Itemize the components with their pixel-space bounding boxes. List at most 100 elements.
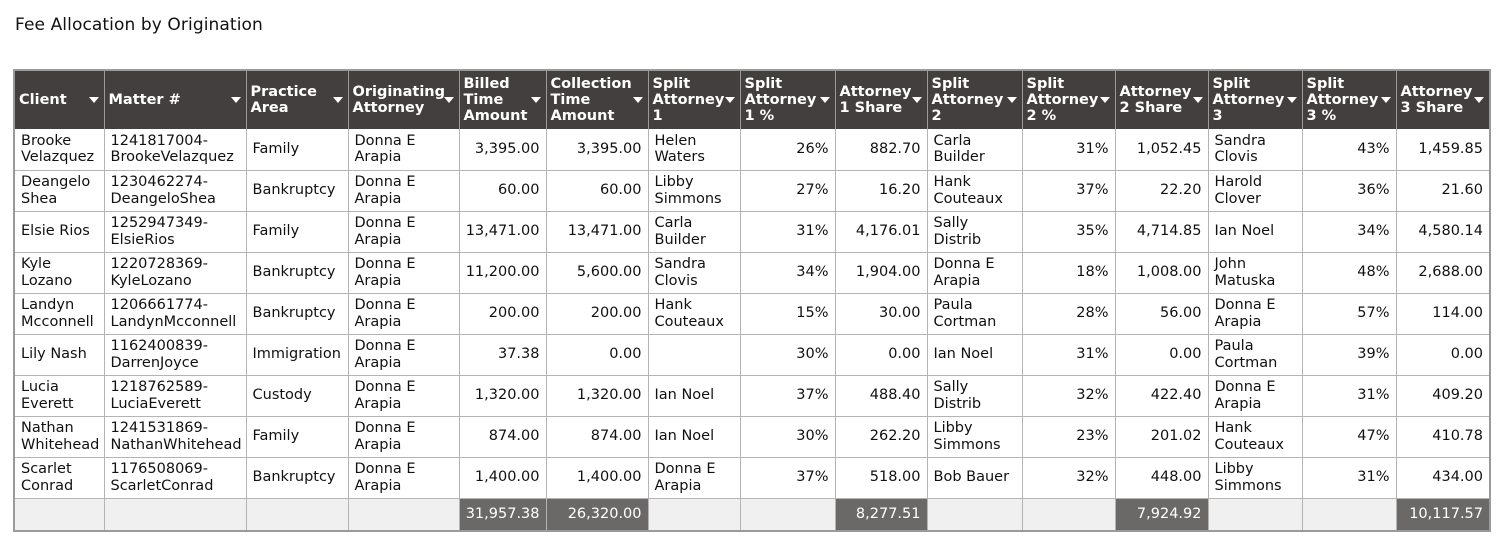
column-header-label: Attorney 1 Share xyxy=(839,84,912,116)
cell-practice-area: Immigration xyxy=(246,334,349,376)
sort-caret-icon[interactable] xyxy=(230,97,241,103)
cell-attorney-3-share: 21.60 xyxy=(1396,170,1489,212)
sort-caret-icon[interactable] xyxy=(911,97,922,103)
cell-split-attorney-2: Ian Noel xyxy=(927,334,1023,376)
cell-attorney-1-share: 4,176.01 xyxy=(835,211,928,253)
cell-split-attorney-1: Libby Simmons xyxy=(648,170,741,212)
cell-client: Brooke Velazquez xyxy=(15,129,105,171)
column-header-label: Collection Time Amount xyxy=(550,76,632,124)
sort-caret-icon[interactable] xyxy=(530,97,541,103)
column-header-attorney-3-share[interactable]: Attorney 3 Share xyxy=(1396,71,1489,129)
column-header-attorney-2-share[interactable]: Attorney 2 Share xyxy=(1115,71,1209,129)
cell-split-attorney-3: Harold Clover xyxy=(1208,170,1303,212)
cell-split-attorney-1: Hank Couteaux xyxy=(648,293,741,335)
cell-matter: 1241817004-BrookeVelazquez xyxy=(104,129,247,171)
cell-collection-time-amount: 60.00 xyxy=(546,170,649,212)
column-header-matter[interactable]: Matter # xyxy=(104,71,247,129)
cell-attorney-1-share: 882.70 xyxy=(835,129,928,171)
cell-split-attorney-1 xyxy=(648,334,741,376)
cell-split-attorney-2: Libby Simmons xyxy=(927,416,1023,458)
cell-attorney-2-share: 1,052.45 xyxy=(1115,129,1209,171)
table-row: Kyle Lozano 1220728369-KyleLozano Bankru… xyxy=(15,252,1489,294)
sort-caret-icon[interactable] xyxy=(332,97,343,103)
column-header-split-attorney-1[interactable]: Split Attorney 1 xyxy=(648,71,741,129)
table-row: Lily Nash 1162400839-DarrenJoyce Immigra… xyxy=(15,334,1489,376)
cell-attorney-1-share: 16.20 xyxy=(835,170,928,212)
cell-split-attorney-1-pct: 37% xyxy=(740,457,836,499)
sort-caret-icon[interactable] xyxy=(1099,97,1110,103)
total-cell-empty xyxy=(927,498,1023,530)
cell-attorney-1-share: 0.00 xyxy=(835,334,928,376)
column-header-label: Matter # xyxy=(108,92,181,108)
cell-originating-attorney: Donna E Arapia xyxy=(348,416,460,458)
cell-attorney-2-share: 422.40 xyxy=(1115,375,1209,417)
cell-split-attorney-2: Sally Distrib xyxy=(927,211,1023,253)
cell-split-attorney-1: Helen Waters xyxy=(648,129,741,171)
column-header-client[interactable]: Client xyxy=(15,71,105,129)
sort-caret-icon[interactable] xyxy=(1006,97,1017,103)
sort-caret-icon[interactable] xyxy=(443,97,454,103)
cell-split-attorney-1: Ian Noel xyxy=(648,416,741,458)
totals-row: 31,957.38 26,320.00 8,277.51 7,924.92 10… xyxy=(15,498,1489,530)
column-header-collection-time-amount[interactable]: Collection Time Amount xyxy=(546,71,649,129)
column-header-split-attorney-1-pct[interactable]: Split Attorney 1 % xyxy=(740,71,836,129)
sort-caret-icon[interactable] xyxy=(819,97,830,103)
cell-practice-area: Bankruptcy xyxy=(246,252,349,294)
sort-caret-icon[interactable] xyxy=(632,97,643,103)
cell-billed-time-amount: 874.00 xyxy=(459,416,547,458)
cell-split-attorney-3: Hank Couteaux xyxy=(1208,416,1303,458)
column-header-label: Originating Attorney xyxy=(352,84,446,116)
cell-attorney-1-share: 262.20 xyxy=(835,416,928,458)
cell-split-attorney-2: Donna E Arapia xyxy=(927,252,1023,294)
column-header-split-attorney-3-pct[interactable]: Split Attorney 3 % xyxy=(1302,71,1397,129)
column-header-split-attorney-2-pct[interactable]: Split Attorney 2 % xyxy=(1022,71,1116,129)
cell-attorney-2-share: 201.02 xyxy=(1115,416,1209,458)
column-header-label: Client xyxy=(19,92,67,108)
cell-split-attorney-2-pct: 23% xyxy=(1022,416,1116,458)
column-header-split-attorney-3[interactable]: Split Attorney 3 xyxy=(1208,71,1303,129)
cell-attorney-2-share: 4,714.85 xyxy=(1115,211,1209,253)
cell-billed-time-amount: 37.38 xyxy=(459,334,547,376)
sort-caret-icon[interactable] xyxy=(1380,97,1391,103)
cell-split-attorney-2: Sally Distrib xyxy=(927,375,1023,417)
cell-collection-time-amount: 5,600.00 xyxy=(546,252,649,294)
sort-caret-icon[interactable] xyxy=(724,97,735,103)
table-row: Elsie Rios 1252947349-ElsieRios Family D… xyxy=(15,211,1489,253)
cell-billed-time-amount: 3,395.00 xyxy=(459,129,547,171)
cell-practice-area: Family xyxy=(246,129,349,171)
cell-matter: 1252947349-ElsieRios xyxy=(104,211,247,253)
column-header-attorney-1-share[interactable]: Attorney 1 Share xyxy=(835,71,928,129)
total-attorney-2-share: 7,924.92 xyxy=(1115,498,1209,530)
cell-billed-time-amount: 13,471.00 xyxy=(459,211,547,253)
sort-caret-icon[interactable] xyxy=(1192,97,1203,103)
cell-attorney-2-share: 1,008.00 xyxy=(1115,252,1209,294)
total-attorney-1-share: 8,277.51 xyxy=(835,498,928,530)
total-billed-time-amount: 31,957.38 xyxy=(459,498,547,530)
cell-split-attorney-1: Ian Noel xyxy=(648,375,741,417)
column-header-label: Split Attorney 3 % xyxy=(1306,76,1379,124)
sort-caret-icon[interactable] xyxy=(1474,97,1484,103)
cell-attorney-3-share: 4,580.14 xyxy=(1396,211,1489,253)
cell-split-attorney-3-pct: 39% xyxy=(1302,334,1397,376)
sort-caret-icon[interactable] xyxy=(88,97,99,103)
cell-split-attorney-3: Donna E Arapia xyxy=(1208,293,1303,335)
table-row: Deangelo Shea 1230462274-DeangeloShea Ba… xyxy=(15,170,1489,212)
cell-attorney-1-share: 1,904.00 xyxy=(835,252,928,294)
cell-billed-time-amount: 11,200.00 xyxy=(459,252,547,294)
cell-split-attorney-2: Paula Cortman xyxy=(927,293,1023,335)
cell-practice-area: Bankruptcy xyxy=(246,293,349,335)
report-title: Fee Allocation by Origination xyxy=(15,15,263,35)
cell-client: Landyn Mcconnell xyxy=(15,293,105,335)
column-header-split-attorney-2[interactable]: Split Attorney 2 xyxy=(927,71,1023,129)
cell-split-attorney-1-pct: 26% xyxy=(740,129,836,171)
cell-originating-attorney: Donna E Arapia xyxy=(348,375,460,417)
cell-split-attorney-3-pct: 31% xyxy=(1302,457,1397,499)
column-header-practice-area[interactable]: Practice Area xyxy=(246,71,349,129)
total-cell-empty xyxy=(246,498,349,530)
cell-split-attorney-1-pct: 30% xyxy=(740,334,836,376)
column-header-originating-attorney[interactable]: Originating Attorney xyxy=(348,71,460,129)
cell-originating-attorney: Donna E Arapia xyxy=(348,457,460,499)
column-header-billed-time-amount[interactable]: Billed Time Amount xyxy=(459,71,547,129)
cell-collection-time-amount: 1,400.00 xyxy=(546,457,649,499)
sort-caret-icon[interactable] xyxy=(1286,97,1297,103)
